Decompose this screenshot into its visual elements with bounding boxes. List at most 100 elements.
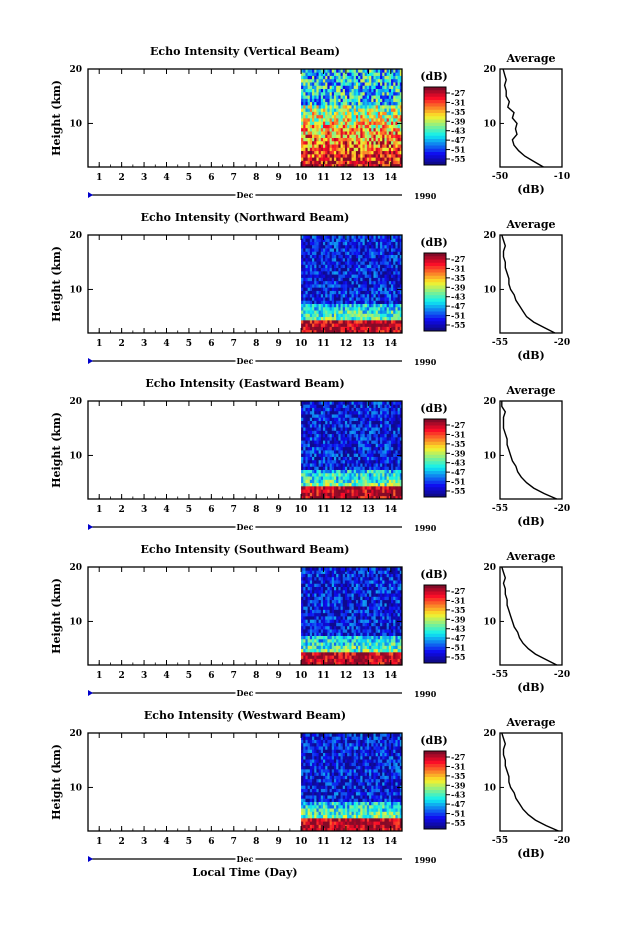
heatmap-cell <box>318 134 322 138</box>
heatmap-cell <box>316 440 320 444</box>
heatmap-cell <box>301 114 304 119</box>
heatmap-cell <box>336 417 339 421</box>
heatmap-cell <box>399 144 403 148</box>
heatmap-cell <box>388 430 392 435</box>
heatmap-cell <box>336 495 339 500</box>
heatmap-cell <box>307 573 311 578</box>
heatmap-cell <box>366 482 370 487</box>
heatmap-cell <box>301 101 304 106</box>
heatmap-cell <box>355 241 359 246</box>
heatmap-cell <box>369 274 372 278</box>
heatmap-cell <box>314 573 317 578</box>
heatmap-cell <box>397 417 401 421</box>
heatmap-cell <box>323 310 326 314</box>
heatmap-cell <box>377 85 381 89</box>
heatmap-cell <box>355 313 359 318</box>
heatmap-cell <box>323 75 326 80</box>
heatmap-cell <box>353 492 357 497</box>
heatmap-cell <box>316 267 320 272</box>
heatmap-cell <box>301 466 304 470</box>
heatmap-cell <box>320 599 324 604</box>
heatmap-cell <box>318 645 322 650</box>
heatmap-cell <box>307 254 311 259</box>
heatmap-cell <box>369 134 372 138</box>
heatmap-cell <box>312 264 315 269</box>
heatmap-cell <box>327 635 330 640</box>
heatmap-cell <box>358 95 361 99</box>
heatmap-cell <box>301 427 304 431</box>
heatmap-cell <box>397 433 401 438</box>
heatmap-cell <box>388 134 392 138</box>
heatmap-cell <box>305 150 309 155</box>
heatmap-cell <box>358 293 361 298</box>
heatmap-cell <box>331 622 335 627</box>
heatmap-cell <box>331 423 335 428</box>
heatmap-cell <box>369 235 372 239</box>
heatmap-cell <box>386 134 390 138</box>
heatmap-cell <box>305 645 309 650</box>
heatmap-cell <box>329 75 333 80</box>
heatmap-cell <box>338 157 341 161</box>
heatmap-cell <box>349 140 352 145</box>
heatmap-cell <box>366 319 370 324</box>
heatmap-cell <box>305 609 309 614</box>
heatmap-cell <box>325 284 328 288</box>
heatmap-cell <box>305 284 309 288</box>
heatmap-cell <box>318 98 322 103</box>
heatmap-cell <box>325 244 328 249</box>
heatmap-cell <box>301 144 304 148</box>
heatmap-cell <box>369 303 372 308</box>
heatmap-cell <box>380 163 383 168</box>
heatmap-cell <box>380 108 383 112</box>
heatmap-cell <box>364 147 368 152</box>
heatmap-cell <box>316 85 320 89</box>
heatmap-cell <box>355 297 359 301</box>
heatmap-cell <box>362 450 366 454</box>
heatmap-cell <box>353 75 357 80</box>
heatmap-cell <box>347 261 350 265</box>
heatmap-cell <box>351 329 355 334</box>
heatmap-cell <box>366 251 370 255</box>
heatmap-cell <box>344 118 348 122</box>
heatmap-cell <box>353 254 357 259</box>
heatmap-cell <box>380 284 383 288</box>
average-profile-line <box>502 68 544 168</box>
heatmap-cell <box>349 440 352 444</box>
heatmap-cell <box>303 316 306 321</box>
heatmap-cell <box>369 144 372 148</box>
heatmap-cell <box>320 69 324 73</box>
heatmap-cell <box>373 414 377 418</box>
heatmap-cell <box>349 150 352 155</box>
heatmap-cell <box>303 303 306 308</box>
heatmap-cell <box>388 153 392 158</box>
heatmap-cell <box>338 111 341 116</box>
x-tick-label: 4 <box>163 505 169 515</box>
heatmap-cell <box>327 583 330 587</box>
heatmap-cell <box>316 443 320 448</box>
heatmap-cell <box>309 313 313 318</box>
heatmap-cell <box>347 95 350 99</box>
heatmap-cell <box>397 160 401 165</box>
heatmap-cell <box>309 629 313 633</box>
heatmap-cell <box>320 466 324 470</box>
heatmap-cell <box>355 140 359 145</box>
month-label: Dec <box>237 190 254 200</box>
heatmap-cells <box>301 69 403 168</box>
heatmap-cell <box>369 404 372 408</box>
heatmap-cell <box>336 137 339 142</box>
heatmap-cell <box>366 433 370 438</box>
heatmap-cell <box>301 111 304 116</box>
heatmap-cell <box>375 319 379 324</box>
heatmap-cell <box>320 134 324 138</box>
heatmap-cell <box>325 104 328 109</box>
heatmap-cell <box>342 316 346 321</box>
heatmap-cell <box>373 329 377 334</box>
heatmap-cell <box>351 459 355 464</box>
heatmap-cell <box>399 469 403 474</box>
heatmap-cell <box>355 459 359 464</box>
heatmap-cell <box>333 469 337 474</box>
heatmap-cell <box>382 251 385 255</box>
colorbar-tick-label: -55 <box>451 486 465 496</box>
heatmap-cell <box>338 427 341 431</box>
heatmap-cell <box>340 134 344 138</box>
